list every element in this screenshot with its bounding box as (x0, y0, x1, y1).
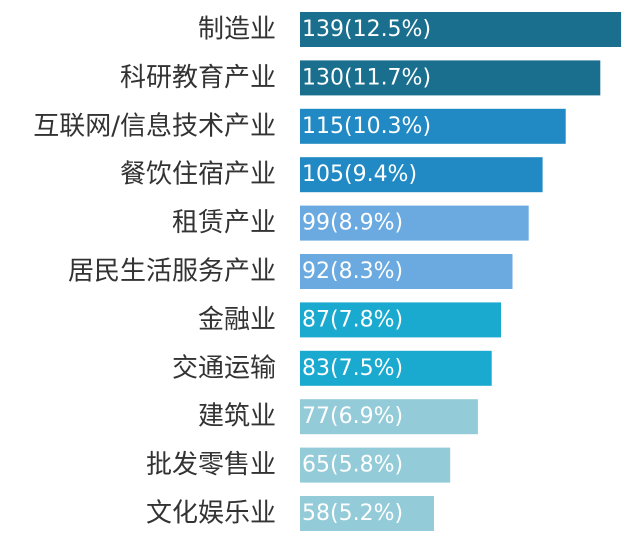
data-label-0: 139(12.5%) (302, 17, 431, 42)
bar-10 (300, 496, 434, 531)
data-label-10: 58(5.2%) (302, 501, 403, 526)
data-label-8: 77(6.9%) (302, 404, 403, 429)
data-label-4: 99(8.9%) (302, 211, 403, 236)
bar-8 (300, 399, 478, 435)
category-label-6: 金融业 (198, 305, 276, 335)
data-label-5: 92(8.3%) (302, 259, 403, 284)
category-label-7: 交通运输 (172, 353, 276, 383)
category-label-4: 租赁产业 (172, 208, 276, 238)
category-label-8: 建筑业 (198, 402, 276, 432)
bar-5 (300, 254, 513, 289)
bar-4 (300, 205, 529, 241)
bars-group: 制造业 139(12.5%) 科研教育产业 130(11.7%) 互联网/信息技术产业 1… (33, 12, 622, 531)
bar-9 (300, 447, 451, 483)
bar-1 (300, 60, 601, 96)
data-label-3: 105(9.4%) (302, 162, 417, 187)
data-label-6: 87(7.8%) (302, 307, 403, 332)
data-label-9: 65(5.8%) (302, 453, 403, 478)
bar-7 (300, 350, 492, 386)
data-label-2: 115(10.3%) (302, 114, 431, 139)
data-label-1: 130(11.7%) (302, 65, 431, 90)
bar-2 (300, 108, 566, 144)
bar-3 (300, 157, 543, 193)
category-label-10: 文化娱乐业 (146, 499, 276, 529)
data-label-7: 83(7.5%) (302, 356, 403, 381)
category-label-0: 制造业 (198, 15, 276, 45)
category-label-3: 餐饮住宿产业 (120, 160, 276, 190)
category-label-5: 居民生活服务产业 (68, 257, 276, 287)
bar-0 (300, 12, 622, 47)
bar-6 (300, 302, 501, 338)
category-label-2: 互联网/信息技术产业 (33, 111, 276, 141)
category-label-1: 科研教育产业 (120, 63, 276, 93)
category-label-9: 批发零售业 (146, 450, 276, 480)
